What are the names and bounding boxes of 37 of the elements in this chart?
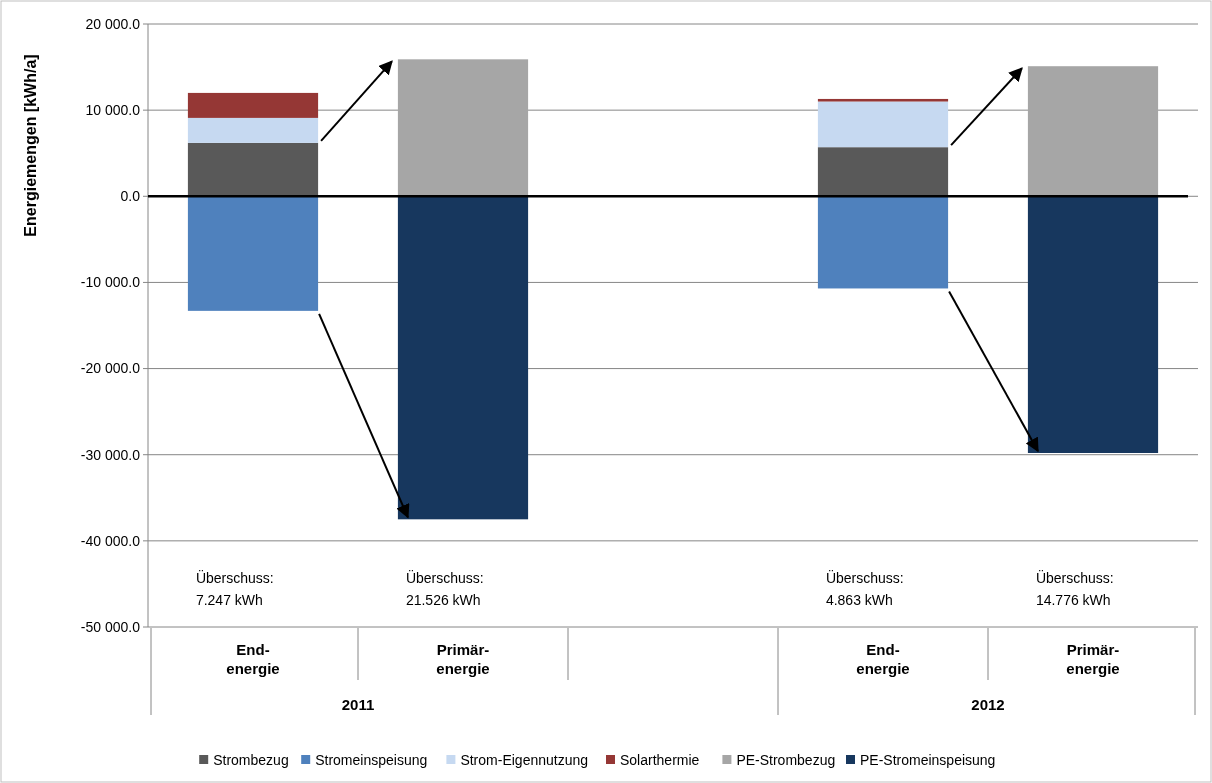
legend-label: PE-Strombezug — [736, 751, 836, 768]
bar — [817, 196, 949, 289]
bar — [817, 98, 949, 102]
y-tick-label: -20 000.0 — [80, 360, 141, 377]
legend-label: Strom-Eigennutzung — [460, 751, 589, 768]
bar — [187, 117, 319, 143]
text: 2012 — [971, 696, 1005, 713]
y-tick-label: 20 000.0 — [85, 15, 141, 32]
bar — [397, 59, 529, 197]
y-tick-label: -40 000.0 — [80, 532, 141, 549]
text: 2011 — [341, 696, 375, 713]
bar — [187, 196, 319, 311]
y-tick-label: -30 000.0 — [80, 446, 141, 463]
annotation: Überschuss: 21.526 kWh — [405, 569, 484, 608]
bar — [397, 196, 529, 520]
y-tick-label: 10 000.0 — [85, 102, 141, 119]
x-tick-label: Primär- energie — [1066, 641, 1120, 677]
bar — [817, 147, 949, 197]
x-tick-label: End- energie — [856, 641, 910, 677]
legend-label: Stromeinspeisung — [315, 751, 428, 768]
legend-label: Solarthermie — [620, 751, 700, 768]
y-tick-label: -50 000.0 — [80, 618, 141, 635]
x-tick-label: Primär- energie — [436, 641, 490, 677]
bar — [187, 92, 319, 118]
bar — [187, 142, 319, 197]
legend-label: Strombezug — [213, 751, 289, 768]
annotation: Überschuss: 4.863 kWh — [825, 569, 904, 608]
annotation: Überschuss: 14.776 kWh — [1035, 569, 1114, 608]
x-tick-label: End- energie — [226, 641, 280, 677]
y-axis-title: Energiemengen [kWh/a] — [22, 54, 39, 237]
y-tick-label: 0.0 — [120, 188, 141, 205]
y-tick-label: -10 000.0 — [80, 274, 141, 291]
annotation: Überschuss: 7.247 kWh — [195, 569, 274, 608]
bar — [1027, 66, 1159, 197]
legend-label: PE-Stromeinspeisung — [860, 751, 996, 768]
bar — [817, 101, 949, 148]
bar — [1027, 196, 1159, 453]
